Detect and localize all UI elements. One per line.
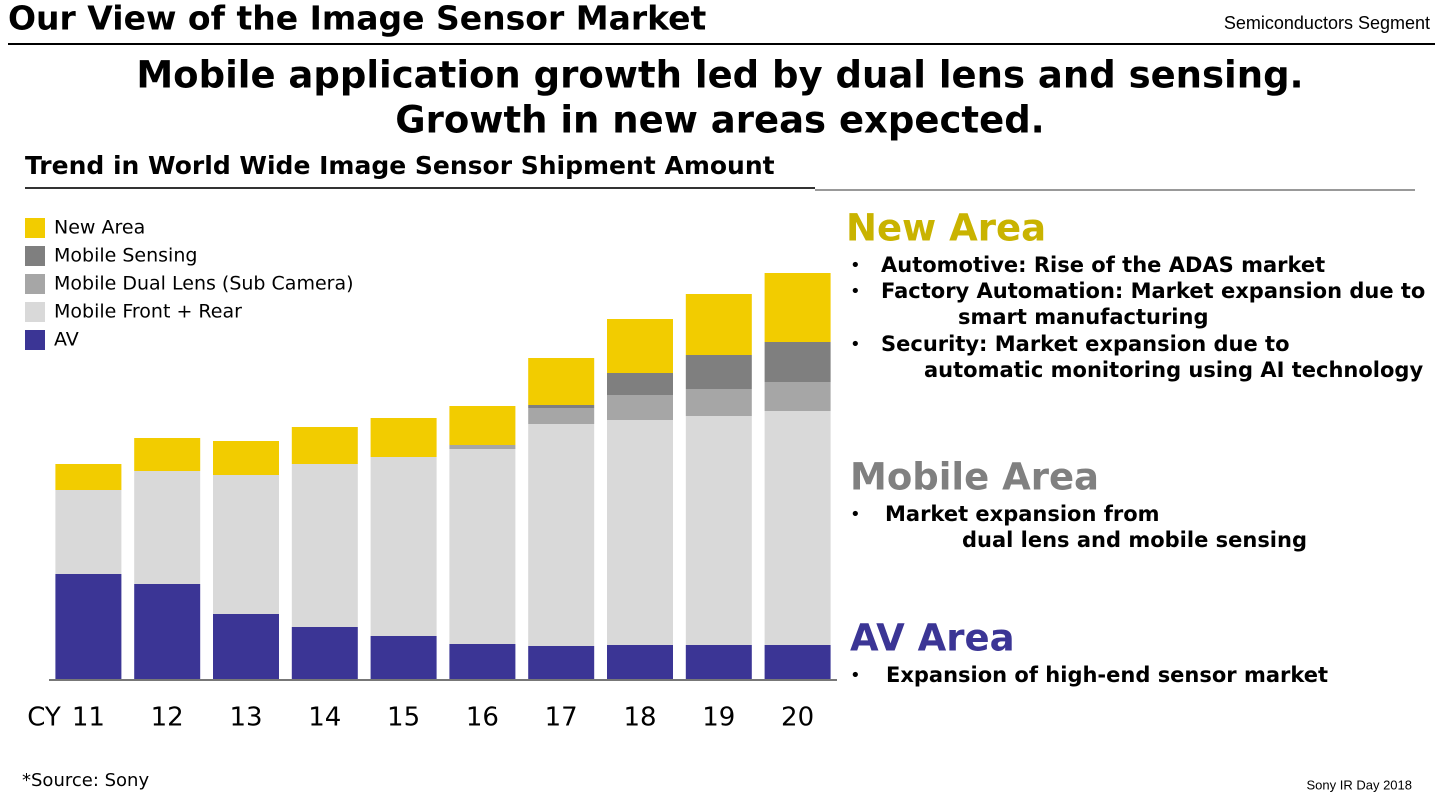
bullet-text: Expansion of high-end sensor market (886, 663, 1328, 687)
bar-segment (291, 427, 358, 464)
bar-segment (685, 416, 752, 645)
bar-segment (449, 449, 516, 644)
bar-segment (134, 584, 201, 680)
bar-segment (55, 464, 122, 490)
bar-segment (370, 636, 437, 680)
bar-segment (55, 574, 122, 680)
legend-label: Mobile Sensing (54, 245, 197, 267)
bar-segment (607, 645, 673, 680)
x-tick-label: 14 (308, 703, 341, 733)
x-tick-label: 16 (466, 703, 499, 733)
bar-segment (134, 438, 201, 471)
bullet-text: smart manufacturing (958, 305, 1209, 329)
bar-segment (370, 457, 437, 636)
bullet-dot: • (850, 334, 861, 355)
bar-segment (528, 405, 595, 408)
bar-segment (370, 418, 437, 457)
x-tick-label: 20 (781, 703, 814, 733)
bullet-dot: • (850, 665, 861, 686)
bar-segment (528, 408, 595, 424)
bar-segment (449, 406, 516, 445)
bar-segment (764, 342, 831, 382)
bar-segment (607, 373, 673, 395)
legend-label: AV (54, 329, 79, 351)
x-axis-label: CY (27, 703, 61, 733)
x-tick-label: 17 (545, 703, 578, 733)
bar-segment (607, 319, 673, 373)
bar-segment (449, 445, 516, 449)
x-tick-label: 19 (702, 703, 735, 733)
bar-segment (213, 441, 279, 475)
x-tick-label: 18 (623, 703, 656, 733)
bullet-text: Market expansion from (885, 502, 1160, 526)
bar-segment (528, 646, 595, 680)
bullet-text: dual lens and mobile sensing (962, 528, 1307, 552)
x-tick-label: 15 (387, 703, 420, 733)
bar-segment (764, 411, 831, 645)
bar-segment (685, 294, 752, 355)
legend-swatch (25, 246, 45, 266)
panel-heading: AV Area (850, 617, 1015, 660)
bar-segment (607, 420, 673, 645)
x-tick-label: 12 (151, 703, 184, 733)
bar-segment (528, 358, 595, 405)
legend-swatch (25, 330, 45, 350)
source: *Source: Sony (22, 770, 149, 791)
slide-title: Our View of the Image Sensor Market (8, 0, 707, 38)
segment: Semiconductors Segment (1224, 13, 1430, 33)
bar-segment (55, 490, 122, 574)
bar-segment (449, 644, 516, 680)
bullet-text: Factory Automation: Market expansion due… (881, 279, 1425, 303)
bar-segment (685, 389, 752, 416)
x-tick-label: 13 (229, 703, 262, 733)
headline: Growth in new areas expected. (395, 99, 1045, 142)
legend-label: New Area (54, 217, 145, 239)
bar-segment (764, 382, 831, 411)
bar-segment (291, 627, 358, 680)
bar-segment (291, 464, 358, 627)
bar-segment (764, 645, 831, 680)
legend-label: Mobile Front + Rear (54, 301, 242, 323)
legend-label: Mobile Dual Lens (Sub Camera) (54, 273, 354, 295)
bullet-dot: • (850, 281, 861, 302)
bullet-text: Automotive: Rise of the ADAS market (881, 253, 1325, 277)
legend-swatch (25, 274, 45, 294)
panel-heading: Mobile Area (850, 456, 1099, 499)
legend-swatch (25, 218, 45, 238)
bar-segment (134, 471, 201, 584)
headline: Mobile application growth led by dual le… (136, 54, 1303, 97)
footer: Sony IR Day 2018 (1306, 777, 1412, 792)
bar-segment (213, 475, 279, 614)
bar-segment (685, 355, 752, 389)
bar-segment (607, 395, 673, 420)
chart-title: Trend in World Wide Image Sensor Shipmen… (25, 151, 775, 180)
bullet-text: Security: Market expansion due to (881, 332, 1290, 356)
panel-heading: New Area (846, 207, 1046, 250)
bar-segment (685, 645, 752, 680)
legend-swatch (25, 302, 45, 322)
bar-segment (213, 614, 279, 680)
bar-segment (528, 424, 595, 646)
bullet-dot: • (850, 504, 861, 525)
bullet-dot: • (850, 255, 861, 276)
x-tick-label: 11 (72, 703, 105, 733)
bar-segment (764, 273, 831, 342)
bullet-text: automatic monitoring using AI technology (924, 358, 1423, 382)
